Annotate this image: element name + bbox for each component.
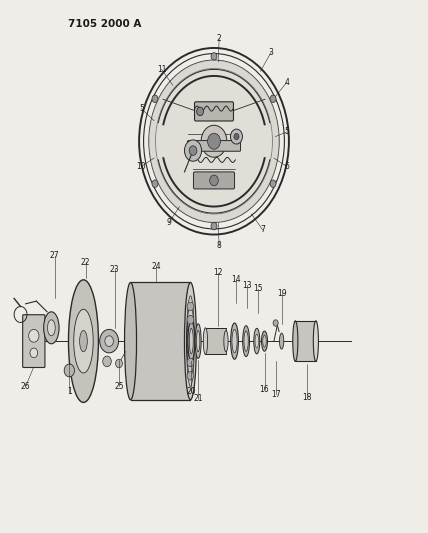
Text: 24: 24 [152, 262, 161, 271]
Circle shape [187, 302, 194, 311]
Ellipse shape [189, 328, 193, 354]
Bar [295, 321, 316, 361]
Circle shape [273, 320, 278, 326]
Circle shape [270, 180, 276, 188]
Circle shape [196, 107, 204, 116]
FancyBboxPatch shape [193, 172, 235, 189]
Text: 11: 11 [157, 65, 166, 74]
Ellipse shape [313, 321, 318, 361]
Circle shape [105, 336, 113, 346]
Ellipse shape [293, 321, 298, 361]
Circle shape [152, 95, 158, 102]
Text: 8: 8 [217, 241, 222, 250]
Ellipse shape [244, 331, 248, 351]
Text: 20: 20 [187, 387, 196, 396]
Ellipse shape [201, 125, 227, 157]
Text: 15: 15 [253, 285, 262, 293]
Circle shape [211, 222, 217, 230]
Text: 25: 25 [114, 382, 124, 391]
Ellipse shape [187, 330, 194, 352]
Circle shape [152, 180, 158, 188]
Circle shape [211, 53, 217, 60]
Circle shape [100, 329, 119, 353]
Ellipse shape [195, 324, 201, 358]
Ellipse shape [48, 320, 55, 336]
Circle shape [189, 146, 197, 156]
Circle shape [64, 364, 74, 377]
FancyBboxPatch shape [194, 102, 234, 121]
Text: 9: 9 [166, 218, 172, 227]
Ellipse shape [68, 280, 98, 402]
Circle shape [187, 316, 194, 324]
Text: 5: 5 [284, 127, 289, 136]
Ellipse shape [156, 68, 272, 214]
Text: 6: 6 [284, 162, 289, 171]
Circle shape [230, 129, 242, 144]
Circle shape [210, 175, 218, 186]
Ellipse shape [188, 321, 195, 361]
Text: 23: 23 [110, 265, 119, 273]
Text: 3: 3 [268, 48, 273, 57]
Ellipse shape [80, 330, 87, 352]
Text: 2: 2 [217, 34, 222, 43]
Ellipse shape [74, 309, 93, 373]
Ellipse shape [255, 334, 259, 348]
Circle shape [30, 348, 38, 358]
Text: 7: 7 [260, 225, 265, 235]
Wedge shape [149, 60, 279, 222]
Circle shape [184, 140, 202, 161]
Bar [205, 328, 226, 354]
Ellipse shape [125, 282, 137, 400]
Text: 5: 5 [139, 104, 144, 113]
Text: 21: 21 [193, 394, 203, 403]
FancyBboxPatch shape [187, 141, 241, 151]
Text: 22: 22 [81, 258, 90, 266]
Circle shape [29, 329, 39, 342]
Text: 12: 12 [214, 269, 223, 277]
Ellipse shape [203, 328, 208, 354]
Ellipse shape [243, 326, 250, 357]
Text: 4: 4 [284, 78, 289, 87]
Ellipse shape [232, 329, 237, 353]
Ellipse shape [184, 282, 196, 400]
Circle shape [270, 95, 276, 102]
Ellipse shape [224, 330, 228, 352]
Circle shape [234, 133, 239, 140]
Ellipse shape [262, 331, 268, 351]
Ellipse shape [231, 323, 238, 359]
Circle shape [187, 358, 194, 367]
Ellipse shape [279, 333, 284, 349]
Ellipse shape [44, 312, 59, 344]
Text: 7105 2000 A: 7105 2000 A [68, 19, 142, 29]
Text: 18: 18 [303, 393, 312, 401]
Text: 14: 14 [232, 276, 241, 284]
Text: 27: 27 [50, 252, 59, 260]
Text: 17: 17 [271, 390, 281, 399]
FancyBboxPatch shape [23, 314, 45, 368]
Text: 1: 1 [67, 387, 72, 396]
Text: 13: 13 [243, 281, 252, 289]
Text: 19: 19 [278, 289, 287, 297]
Circle shape [103, 356, 111, 367]
Ellipse shape [196, 330, 200, 352]
Circle shape [116, 359, 122, 368]
Ellipse shape [254, 328, 260, 354]
Text: 10: 10 [137, 162, 146, 171]
Text: 16: 16 [260, 385, 269, 393]
Text: 26: 26 [21, 382, 30, 391]
Circle shape [187, 372, 194, 380]
Bar [131, 282, 190, 400]
Ellipse shape [208, 133, 220, 149]
Ellipse shape [263, 335, 266, 347]
